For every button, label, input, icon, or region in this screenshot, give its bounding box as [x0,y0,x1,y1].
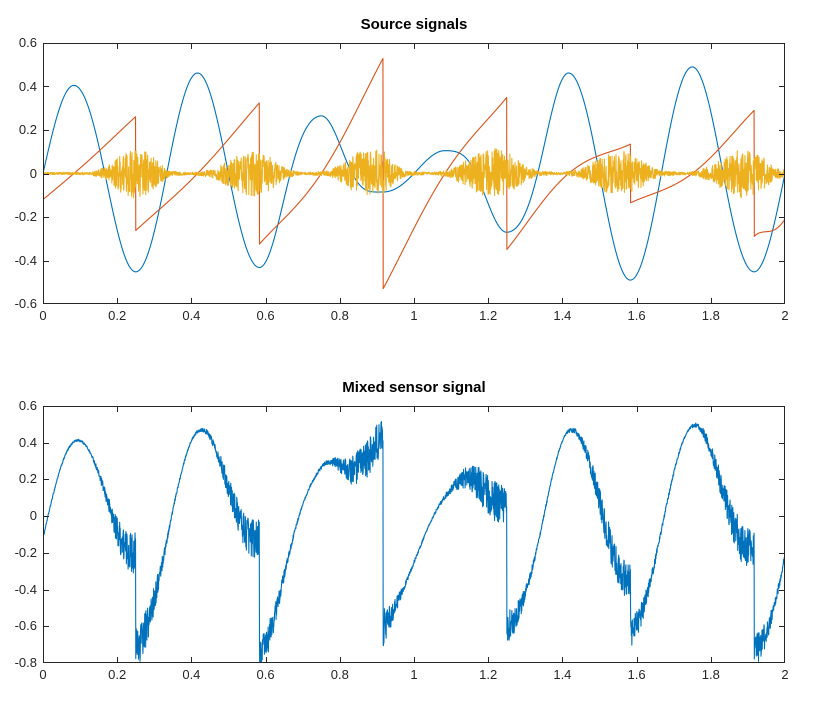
y-tick-label: 0 [29,165,37,181]
y-tick-label: 0.2 [18,471,37,487]
y-tick-label: -0.4 [14,252,37,268]
x-tick-label: 2 [781,667,789,682]
x-tick-label: 0.2 [108,667,127,682]
x-tick-label: 2 [781,308,789,323]
x-tick-label: 1.6 [627,667,646,682]
x-tick-label: 0.4 [182,667,201,682]
x-tick-label: 1 [410,667,418,682]
x-tick-label: 0.6 [256,308,275,323]
y-tick-label: 0 [29,508,37,524]
y-tick-label: 0.6 [18,398,37,413]
x-tick-label: 1.8 [701,308,720,323]
x-tick-label: 0.4 [182,308,201,323]
y-tick-label: -0.4 [14,581,37,597]
x-tick-label: 1.4 [553,667,572,682]
x-tick-label: 0.8 [330,667,349,682]
y-tick-label: -0.2 [14,544,37,560]
x-tick-label: 0.6 [256,667,275,682]
source-signals-plot-canvas [43,43,785,304]
x-tick-label: 1.8 [701,667,720,682]
y-tick-label: 0.4 [18,78,37,94]
y-tick-label: -0.8 [14,655,37,670]
y-tick-label: 0.2 [18,122,37,137]
mixed-signal-plot-canvas [43,406,785,663]
x-tick-label: 1.2 [479,667,498,682]
mixed-plot-title: Mixed sensor signal [342,379,486,396]
x-tick-label: 1.4 [553,308,572,323]
y-tick-label: -0.6 [14,296,37,311]
y-tick-label: -0.2 [14,209,37,224]
y-tick-label: 0.4 [18,434,37,450]
x-tick-label: 1.6 [627,308,646,323]
x-tick-label: 0.8 [330,308,349,323]
x-tick-label: 0 [39,667,47,682]
source-plot-title: Source signals [360,16,468,33]
y-tick-label: -0.6 [14,618,37,634]
x-tick-label: 0.2 [108,308,127,323]
y-tick-label: 0.6 [18,35,37,50]
x-tick-label: 1 [410,308,418,323]
x-tick-label: 1.2 [479,308,498,323]
x-tick-label: 0 [39,308,47,323]
